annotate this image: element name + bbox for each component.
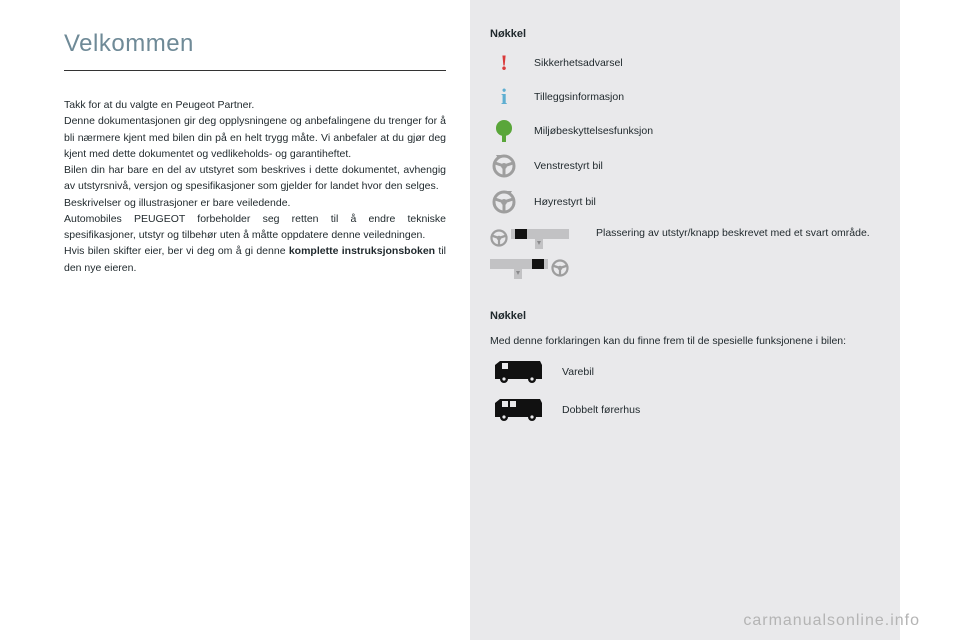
key-subtext: Med denne forklaringen kan du finne frem… — [490, 334, 874, 349]
crewcab-icon — [490, 397, 546, 423]
key-label-rhd: Høyrestyrt bil — [534, 195, 596, 210]
key-label-van: Varebil — [562, 365, 594, 380]
key-item-info: i Tilleggsinformasjon — [490, 86, 874, 108]
intro-p5: Automobiles PEUGEOT forbeholder seg rett… — [64, 211, 446, 244]
key-item-van: Varebil — [490, 359, 874, 385]
intro-p6: Hvis bilen skifter eier, ber vi deg om å… — [64, 243, 446, 276]
intro-p4: Beskrivelser og illustrasjoner er bare v… — [64, 195, 446, 211]
key-heading-2: Nøkkel — [490, 310, 874, 322]
key-heading-1: Nøkkel — [490, 28, 874, 40]
dashboard-placement-icon — [490, 226, 580, 280]
key-item-warning: ! Sikkerhetsadvarsel — [490, 52, 874, 74]
title-rule — [64, 70, 446, 71]
intro-p6a: Hvis bilen skifter eier, ber vi deg om å… — [64, 245, 289, 257]
left-column: Velkommen Takk for at du valgte en Peuge… — [0, 0, 470, 640]
right-column: Nøkkel ! Sikkerhetsadvarsel i Tilleggsin… — [470, 0, 900, 640]
page-title: Velkommen — [64, 30, 446, 58]
van-icon — [490, 359, 546, 385]
key-label-crewcab: Dobbelt førerhus — [562, 403, 640, 418]
intro-p3: Bilen din har bare en del av utstyret so… — [64, 162, 446, 195]
key-item-placement: Plassering av utstyr/knapp beskrevet med… — [490, 226, 874, 280]
key-label-lhd: Venstrestyrt bil — [534, 159, 603, 174]
intro-text: Takk for at du valgte en Peugeot Partner… — [64, 97, 446, 276]
warning-icon: ! — [490, 52, 518, 74]
key-list-2: Varebil Dobbelt førerhus — [490, 359, 874, 423]
key-item-eco: Miljøbeskyttelsesfunksjon — [490, 120, 874, 142]
intro-p1: Takk for at du valgte en Peugeot Partner… — [64, 97, 446, 113]
watermark-text: carmanualsonline.info — [743, 612, 920, 630]
lhd-wheel-icon — [490, 154, 518, 178]
intro-p6b: komplette instruksjonsboken — [289, 245, 435, 257]
key-item-rhd: Høyrestyrt bil — [490, 190, 874, 214]
key-item-lhd: Venstrestyrt bil — [490, 154, 874, 178]
key-list-1: ! Sikkerhetsadvarsel i Tilleggsinformasj… — [490, 52, 874, 280]
info-icon: i — [490, 86, 518, 108]
rhd-wheel-icon — [490, 190, 518, 214]
key-item-crewcab: Dobbelt førerhus — [490, 397, 874, 423]
key-label-placement: Plassering av utstyr/knapp beskrevet med… — [596, 226, 870, 241]
tree-icon — [490, 120, 518, 142]
manual-page: Velkommen Takk for at du valgte en Peuge… — [0, 0, 960, 640]
key-label-info: Tilleggsinformasjon — [534, 90, 624, 105]
key-label-warning: Sikkerhetsadvarsel — [534, 56, 623, 71]
intro-p2: Denne dokumentasjonen gir deg opplysning… — [64, 113, 446, 162]
key-label-eco: Miljøbeskyttelsesfunksjon — [534, 124, 653, 139]
